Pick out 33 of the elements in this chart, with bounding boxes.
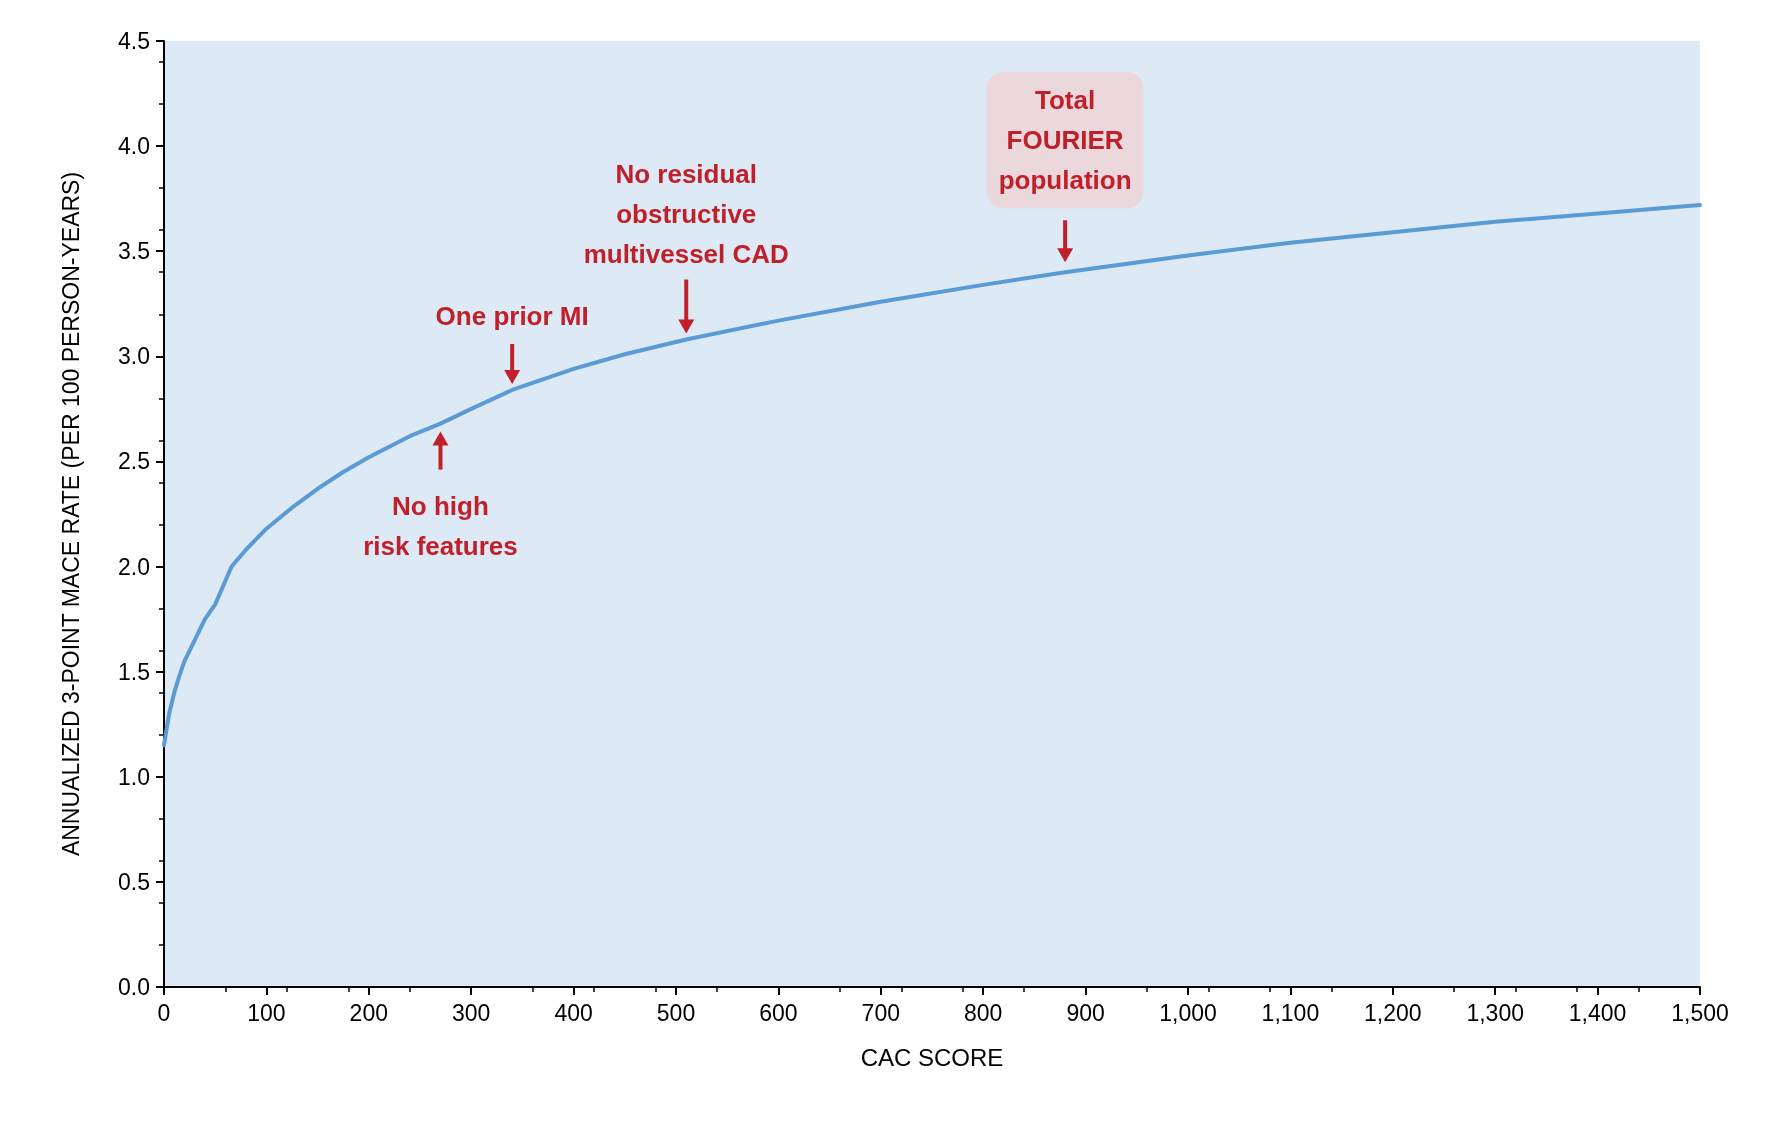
x-tick-label: 1,200 (1364, 999, 1422, 1026)
x-tick-label: 400 (554, 999, 593, 1026)
x-tick-label: 1,300 (1466, 999, 1524, 1026)
y-tick-label: 2.5 (118, 448, 150, 475)
annotation: Total FOURIER population (998, 85, 1132, 196)
annotation: No residual obstructive multivessel CAD (583, 158, 789, 269)
line-series (162, 202, 1702, 748)
x-tick-label: 600 (759, 999, 798, 1026)
y-axis-title: ANNUALIZED 3-POINT MACE RATE (PER 100 PERSON-YEARS) (57, 171, 84, 857)
x-tick-label: 1,400 (1568, 999, 1627, 1026)
y-tick-label: 3.5 (118, 238, 150, 265)
y-tick-label: 0.5 (118, 868, 150, 895)
annotation: One prior MI (435, 300, 589, 331)
x-tick-label: 0 (157, 999, 171, 1026)
y-tick-label: 1.0 (118, 763, 150, 790)
x-axis-title: CAC SCORE (860, 1043, 1004, 1071)
y-tick-label: 1.5 (118, 658, 150, 685)
x-tick-label: 200 (349, 999, 388, 1026)
x-tick-label: 800 (964, 999, 1003, 1026)
y-tick-label: 4.5 (118, 28, 150, 54)
x-tick-label: 900 (1066, 999, 1105, 1026)
x-tick-label: 1,000 (1159, 999, 1217, 1026)
x-tick-label: 500 (656, 999, 696, 1026)
x-tick-label: 700 (861, 999, 900, 1026)
y-tick-label: 3.0 (118, 343, 150, 370)
x-tick-label: 100 (247, 999, 286, 1026)
y-tick-label: 0.0 (118, 974, 150, 1000)
x-tick-label: 1,100 (1261, 999, 1320, 1026)
y-tick-label: 2.0 (118, 553, 150, 580)
x-tick-label: 1,500 (1671, 999, 1729, 1026)
x-tick-label: 300 (452, 999, 491, 1026)
annotation: No high risk features (363, 490, 518, 561)
y-tick-label: 4.0 (118, 133, 150, 160)
